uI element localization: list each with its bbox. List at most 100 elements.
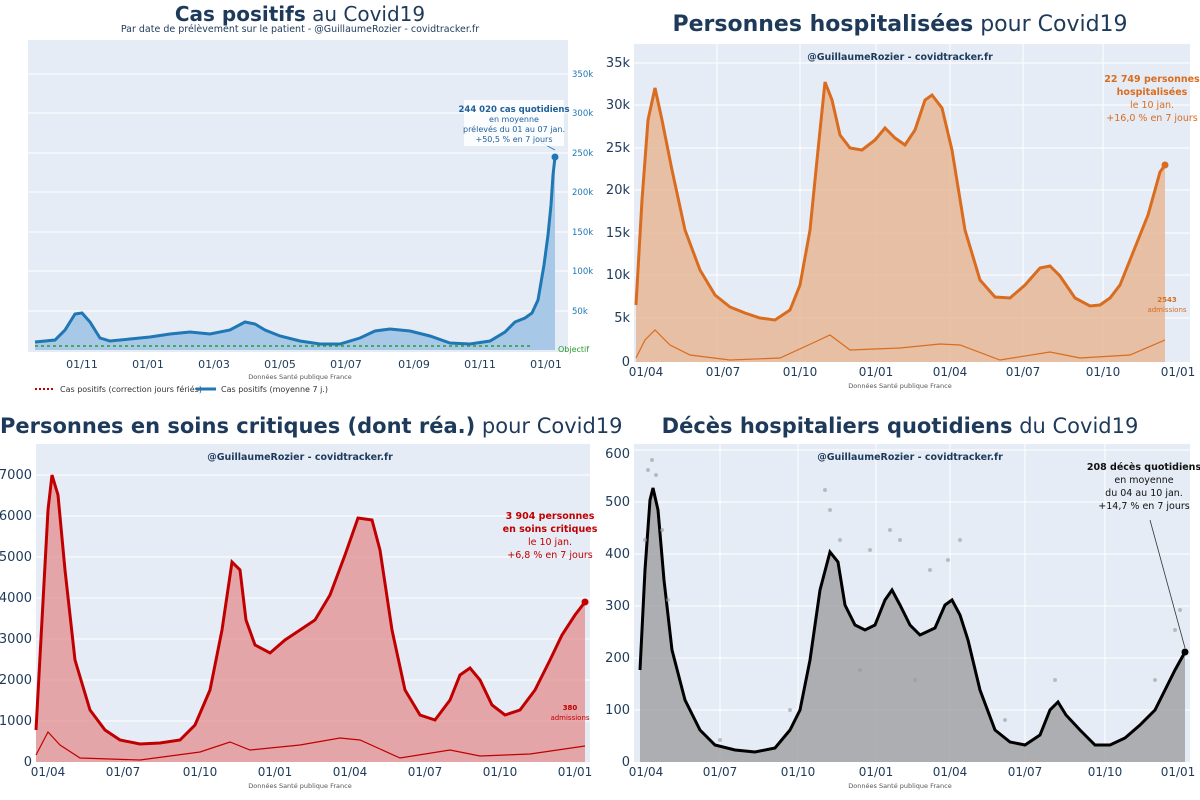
- y-tick: 300k: [572, 109, 593, 119]
- svg-text:4000: 4000: [0, 591, 32, 606]
- svg-text:en soins critiques: en soins critiques: [503, 524, 598, 535]
- panel-hospitalisations: Personnes hospitalisées pour Covid19 @Gu…: [600, 0, 1200, 400]
- x-tick: 01/03: [198, 358, 230, 371]
- svg-text:01/07: 01/07: [1008, 765, 1043, 779]
- svg-text:208 décès quotidiens: 208 décès quotidiens: [1087, 462, 1200, 473]
- annotation-line-4: +50,5 % en 7 jours: [475, 135, 552, 144]
- svg-text:300: 300: [605, 599, 630, 614]
- svg-text:hospitalisées: hospitalisées: [1117, 87, 1188, 98]
- plot-area: [28, 40, 568, 352]
- svg-text:0: 0: [622, 355, 630, 370]
- svg-text:200: 200: [605, 651, 630, 666]
- y-tick: 150k: [572, 228, 593, 238]
- svg-text:le 10 jan.: le 10 jan.: [1130, 100, 1174, 111]
- svg-text:2543: 2543: [1157, 296, 1177, 304]
- svg-text:01/07: 01/07: [106, 765, 141, 779]
- svg-text:01/01: 01/01: [859, 765, 894, 779]
- annotation-line-1: 244 020 cas quotidiens: [458, 105, 569, 115]
- svg-text:01/01: 01/01: [1161, 765, 1196, 779]
- svg-text:500: 500: [605, 495, 630, 510]
- svg-text:400: 400: [605, 547, 630, 562]
- last-point: [551, 153, 559, 161]
- chart-subtitle: Par date de prélèvement sur le patient -…: [120, 24, 480, 35]
- svg-text:01/10: 01/10: [1086, 365, 1121, 379]
- panel-deces: Décès hospitaliers quotidiens du Covid19…: [600, 400, 1200, 800]
- svg-text:admissions: admissions: [550, 714, 589, 722]
- chart-deces: @GuillaumeRozier - covidtracker.fr 208 d…: [605, 444, 1200, 790]
- svg-text:01/10: 01/10: [781, 765, 816, 779]
- svg-text:15k: 15k: [606, 226, 631, 241]
- svg-text:20k: 20k: [606, 183, 631, 198]
- svg-text:2000: 2000: [0, 673, 32, 688]
- svg-text:3000: 3000: [0, 632, 32, 647]
- chart-soins-critiques: @GuillaumeRozier - covidtracker.fr 3 904…: [0, 444, 598, 790]
- svg-text:01/01: 01/01: [558, 765, 593, 779]
- svg-text:@GuillaumeRozier - covidtracke: @GuillaumeRozier - covidtracker.fr: [807, 52, 993, 63]
- x-tick: 01/11: [66, 358, 98, 371]
- chart-hospitalisations: @GuillaumeRozier - covidtracker.fr 22 74…: [606, 44, 1200, 390]
- svg-text:01/04: 01/04: [933, 765, 968, 779]
- svg-text:Données Santé publique France: Données Santé publique France: [848, 382, 951, 390]
- svg-text:1000: 1000: [0, 714, 32, 729]
- svg-text:@GuillaumeRozier - covidtracke: @GuillaumeRozier - covidtracker.fr: [817, 452, 1003, 463]
- svg-text:01/04: 01/04: [31, 765, 66, 779]
- svg-text:+6,8 % en 7 jours: +6,8 % en 7 jours: [507, 550, 592, 561]
- chart-title: Décès hospitaliers quotidiens du Covid19: [661, 414, 1139, 438]
- svg-text:100: 100: [605, 703, 630, 718]
- svg-text:admissions: admissions: [1147, 306, 1186, 314]
- svg-text:du 04 au 10 jan.: du 04 au 10 jan.: [1105, 488, 1183, 499]
- cases-line: [34, 156, 557, 346]
- svg-text:01/04: 01/04: [629, 765, 664, 779]
- svg-text:01/10: 01/10: [783, 365, 818, 379]
- svg-text:30k: 30k: [606, 98, 631, 113]
- y-tick: 200k: [572, 188, 593, 198]
- svg-text:01/07: 01/07: [1006, 365, 1041, 379]
- svg-text:22 749 personnes: 22 749 personnes: [1104, 74, 1200, 85]
- svg-text:01/10: 01/10: [183, 765, 218, 779]
- svg-text:01/07: 01/07: [408, 765, 443, 779]
- svg-text:25k: 25k: [606, 141, 631, 156]
- source-footer: Données Santé publique France: [248, 373, 351, 381]
- svg-text:01/04: 01/04: [933, 365, 968, 379]
- svg-text:6000: 6000: [0, 509, 32, 524]
- x-tick: 01/11: [464, 358, 496, 371]
- cases-area: [35, 157, 555, 350]
- legend-item: Cas positifs (correction jours fériés): [60, 384, 202, 394]
- svg-text:@GuillaumeRozier - covidtracke: @GuillaumeRozier - covidtracker.fr: [207, 452, 393, 463]
- y-tick: 100k: [572, 267, 593, 277]
- x-tick: 01/09: [398, 358, 430, 371]
- svg-text:01/04: 01/04: [333, 765, 368, 779]
- svg-text:35k: 35k: [606, 56, 631, 71]
- svg-text:01/10: 01/10: [483, 765, 518, 779]
- chart-title: Personnes en soins critiques (dont réa.)…: [0, 414, 623, 438]
- objective-label: Objectif: [558, 345, 589, 354]
- svg-text:380: 380: [563, 704, 578, 712]
- y-tick: 350k: [572, 70, 593, 80]
- svg-text:le 10 jan.: le 10 jan.: [528, 537, 572, 548]
- annotation-line-3: prélevés du 01 au 07 jan.: [463, 124, 565, 134]
- x-tick: 01/05: [264, 358, 296, 371]
- svg-text:01/10: 01/10: [1088, 765, 1123, 779]
- chart-title: Personnes hospitalisées pour Covid19: [672, 12, 1128, 37]
- y-tick: 50k: [572, 307, 588, 317]
- svg-text:7000: 7000: [0, 468, 32, 483]
- svg-text:Données Santé publique France: Données Santé publique France: [248, 782, 351, 790]
- svg-text:01/07: 01/07: [706, 365, 741, 379]
- svg-text:+14,7 % en 7 jours: +14,7 % en 7 jours: [1098, 501, 1190, 512]
- svg-text:3 904 personnes: 3 904 personnes: [506, 511, 595, 522]
- svg-text:Données Santé publique France: Données Santé publique France: [848, 782, 951, 790]
- svg-text:01/01: 01/01: [1161, 365, 1196, 379]
- panel-cas-positifs: Cas positifs au Covid19 Par date de prél…: [0, 0, 600, 400]
- svg-text:10k: 10k: [606, 268, 631, 283]
- chart-title: Cas positifs au Covid19: [174, 2, 426, 26]
- annotation-line-2: en moyenne: [489, 115, 539, 124]
- svg-text:0: 0: [24, 755, 32, 770]
- svg-text:5000: 5000: [0, 550, 32, 565]
- svg-text:01/07: 01/07: [703, 765, 738, 779]
- legend-item: Cas positifs (moyenne 7 j.): [221, 385, 328, 394]
- svg-text:+16,0 % en 7 jours: +16,0 % en 7 jours: [1106, 113, 1198, 124]
- x-tick: 01/01: [530, 358, 562, 371]
- svg-text:01/01: 01/01: [859, 365, 894, 379]
- svg-text:600: 600: [605, 447, 630, 462]
- svg-text:en moyenne: en moyenne: [1114, 475, 1173, 486]
